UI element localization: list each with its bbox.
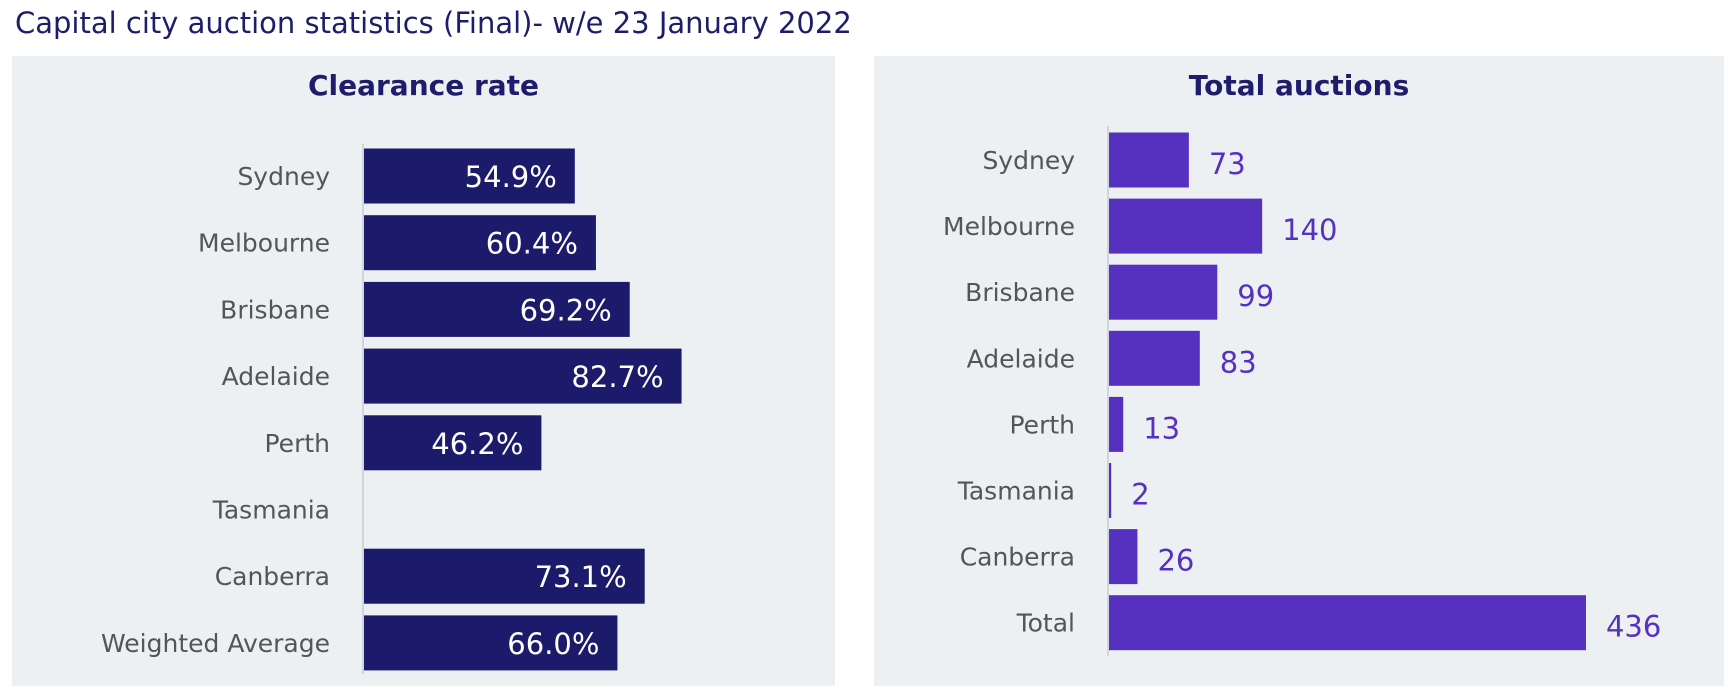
category-label-total: Total <box>1016 609 1075 638</box>
category-label-adelaide: Adelaide <box>222 362 330 391</box>
category-label-adelaide: Adelaide <box>967 344 1075 373</box>
data-label-brisbane: 69.2% <box>520 293 612 327</box>
clearance-rate-panel: Clearance rate Sydney 54.9% Melbourne 60.4%… <box>12 56 835 686</box>
data-label-sydney: 54.9% <box>465 160 557 194</box>
bar-sydney <box>1109 132 1189 188</box>
page-title: Capital city auction statistics (Final)-… <box>15 6 852 40</box>
category-label-tasmania: Tasmania <box>212 496 330 525</box>
category-label-brisbane: Brisbane <box>965 278 1075 307</box>
bar-perth <box>364 415 542 471</box>
clearance-rate-chart: Sydney 54.9% Melbourne 60.4% Brisbane 69.2% Ad… <box>101 144 682 674</box>
bar-melbourne <box>1109 198 1263 254</box>
category-label-brisbane: Brisbane <box>220 295 330 324</box>
data-label-tasmania: 2 <box>1131 478 1149 512</box>
bar-brisbane <box>1109 264 1218 320</box>
data-label-brisbane: 99 <box>1237 279 1274 313</box>
bar-tasmania <box>1109 463 1112 518</box>
bar-weighted-average <box>364 615 618 671</box>
data-label-weighted-average: 66.0% <box>507 627 599 661</box>
bar-brisbane <box>364 281 630 337</box>
data-label-total: 436 <box>1606 610 1661 644</box>
data-label-adelaide: 82.7% <box>571 360 663 394</box>
data-label-canberra: 26 <box>1157 544 1194 578</box>
bar-canberra <box>1109 529 1138 585</box>
bar-total <box>1109 595 1586 651</box>
category-label-weighted-average: Weighted Average <box>101 629 330 658</box>
data-label-sydney: 73 <box>1209 147 1246 181</box>
data-label-perth: 13 <box>1143 411 1180 445</box>
category-label-melbourne: Melbourne <box>198 229 330 258</box>
category-label-sydney: Sydney <box>237 162 330 191</box>
bar-perth <box>1109 396 1124 452</box>
bar-canberra <box>364 548 645 604</box>
total-auctions-title: Total auctions <box>1188 69 1410 102</box>
category-label-canberra: Canberra <box>960 543 1075 572</box>
bar-adelaide <box>1109 330 1200 386</box>
bar-melbourne <box>364 215 596 271</box>
bar-adelaide <box>364 348 682 404</box>
total-auctions-chart: Sydney 73 Melbourne 140 Brisbane 99 Adelaide 83… <box>943 126 1661 656</box>
category-label-tasmania: Tasmania <box>957 477 1075 506</box>
total-auctions-panel: Total auctions Sydney 73 Melbourne 140 Brisb… <box>874 56 1724 686</box>
category-label-canberra: Canberra <box>215 562 330 591</box>
data-label-melbourne: 60.4% <box>486 227 578 261</box>
clearance-rate-title: Clearance rate <box>307 69 540 102</box>
category-label-perth: Perth <box>265 429 331 458</box>
category-label-sydney: Sydney <box>982 146 1075 175</box>
data-label-melbourne: 140 <box>1282 213 1337 247</box>
category-label-melbourne: Melbourne <box>943 212 1075 241</box>
data-label-perth: 46.2% <box>431 427 523 461</box>
category-label-perth: Perth <box>1010 410 1076 439</box>
bar-sydney <box>364 148 575 204</box>
data-label-adelaide: 83 <box>1220 345 1257 379</box>
data-label-canberra: 73.1% <box>535 560 627 594</box>
